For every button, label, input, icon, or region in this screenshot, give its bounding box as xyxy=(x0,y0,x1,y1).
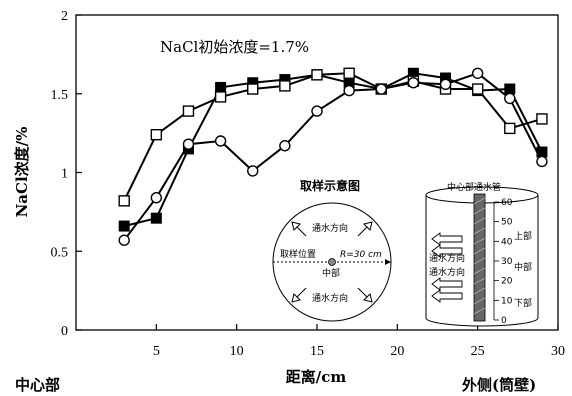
flow-direction-bottom: 通水方向 xyxy=(312,292,348,304)
cyl-flow-upper: 通水方向 xyxy=(429,252,465,264)
pipe-hatch xyxy=(473,197,486,315)
data-point-filled-square xyxy=(118,220,130,232)
ruler-tick-label: 30 xyxy=(501,257,513,267)
data-point-open-circle xyxy=(150,191,163,204)
pipe-label: 中心部通水管 xyxy=(447,181,501,193)
data-point-open-circle xyxy=(343,84,355,97)
flow-left-arrow-icon xyxy=(431,232,463,303)
level-mid: 中部 xyxy=(514,261,532,273)
data-point-filled-square xyxy=(504,83,516,95)
data-point-open-circle xyxy=(118,234,130,246)
data-point-open-square xyxy=(471,83,484,95)
data-point-open-square xyxy=(118,195,130,207)
data-point-open-square xyxy=(279,80,291,92)
cross-section-diagram: 通水方向 取样位置 R=30 cm 中部 通水方向 xyxy=(272,202,392,322)
level-top: 上部 xyxy=(514,230,532,242)
outer-wall-label: 外侧(筒壁) xyxy=(462,376,537,394)
data-point-open-circle xyxy=(311,105,323,117)
cyl-flow-lower: 通水方向 xyxy=(429,266,465,278)
height-ruler: 60 50 40 30 20 10 0 xyxy=(493,198,513,326)
sample-position-label: 取样位置 xyxy=(280,248,316,260)
ruler-tick-label: 0 xyxy=(501,316,507,326)
data-point-open-circle xyxy=(182,138,195,150)
ruler-tick-label: 50 xyxy=(501,218,513,228)
chart-title: NaCl初始浓度=1.7% xyxy=(160,38,309,56)
data-point-open-square xyxy=(536,113,548,125)
x-tick-label: 20 xyxy=(390,344,404,359)
x-tick-label: 10 xyxy=(230,344,244,359)
data-point-filled-square xyxy=(150,212,162,224)
data-point-open-circle xyxy=(214,135,227,147)
y-tick-label: 0 xyxy=(61,324,68,339)
ruler-tick-label: 60 xyxy=(501,198,513,208)
x-tick-label: 5 xyxy=(153,344,160,359)
y-tick-label: 2 xyxy=(61,9,68,24)
x-axis-title: 距离/cm xyxy=(286,368,347,386)
y-axis-title: NaCl浓度/% xyxy=(13,127,31,218)
data-point-open-circle xyxy=(247,165,259,177)
data-point-filled-square xyxy=(215,81,227,93)
radius-label: R=30 cm xyxy=(340,250,382,260)
data-point-open-square xyxy=(214,91,227,103)
data-point-open-square xyxy=(504,122,516,135)
flow-arrow-icon xyxy=(291,221,373,303)
ruler-tick-label: 40 xyxy=(501,237,513,247)
inset-schematic: 取样示意图 通水方向 取样位置 R=30 cm 中部 通水方向 xyxy=(272,178,539,327)
level-bottom: 下部 xyxy=(514,297,532,309)
cylinder-diagram: 中心部通水管 60 50 40 30 20 10 0 通水方向 通水方向 上部 中部 下部 xyxy=(425,181,539,327)
center-water-pipe xyxy=(473,193,486,322)
data-point-open-square xyxy=(311,69,323,81)
data-point-open-circle xyxy=(439,78,452,91)
series-layer xyxy=(118,67,548,246)
center-point xyxy=(328,258,336,266)
center-region-label: 中心部 xyxy=(15,376,61,394)
data-point-open-square xyxy=(343,67,355,79)
data-point-open-square xyxy=(150,128,163,141)
x-tick-label: 30 xyxy=(551,344,565,359)
data-point-open-circle xyxy=(375,83,387,95)
ruler-tick-label: 20 xyxy=(501,277,513,287)
x-axis: 5 10 15 20 25 30 xyxy=(153,324,565,359)
flow-direction-top: 通水方向 xyxy=(312,222,348,234)
data-point-open-circle xyxy=(279,140,291,152)
data-point-open-square xyxy=(182,105,195,117)
radius-arrow-icon xyxy=(385,259,391,265)
data-point-open-circle xyxy=(536,155,548,168)
data-point-open-circle xyxy=(407,77,420,89)
data-point-open-square xyxy=(247,83,259,95)
ruler-tick-label: 10 xyxy=(501,296,513,306)
center-label: 中部 xyxy=(322,267,340,279)
y-tick-label: 1.5 xyxy=(51,88,69,103)
data-point-open-circle xyxy=(504,92,516,105)
data-point-open-circle xyxy=(471,67,484,79)
y-axis: 0 0.5 1 1.5 2 xyxy=(51,9,82,339)
x-tick-label: 25 xyxy=(471,344,485,359)
x-tick-label: 15 xyxy=(310,344,324,359)
y-tick-label: 0.5 xyxy=(51,245,69,260)
y-tick-label: 1 xyxy=(61,167,68,182)
inset-title: 取样示意图 xyxy=(300,178,360,193)
